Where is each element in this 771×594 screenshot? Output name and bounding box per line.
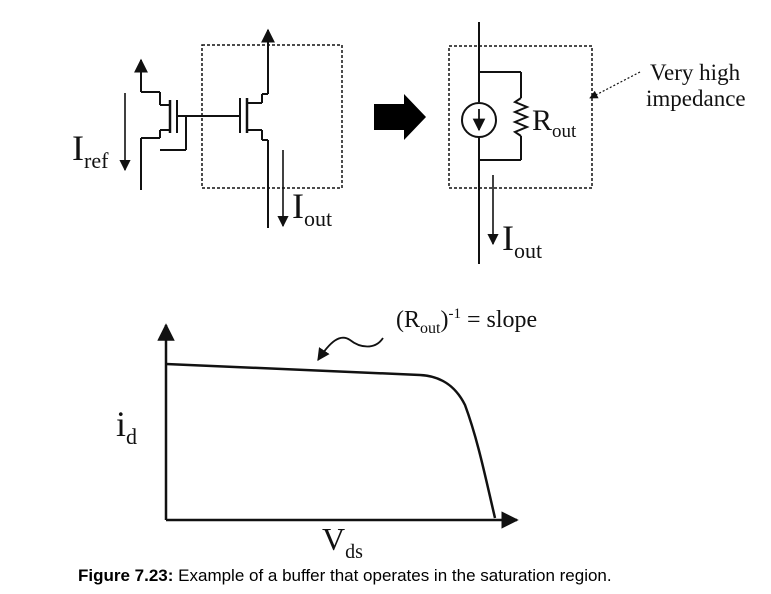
y-axis-label: id (116, 404, 137, 449)
id-curve (165, 362, 497, 519)
equivalent-output-box (448, 45, 593, 189)
slope-label: (Rout)-1 = slope (396, 306, 537, 337)
left-iout-label: Iout (292, 186, 332, 231)
id-vds-graph (157, 323, 519, 529)
annotation-impedance: impedance (646, 86, 746, 111)
right-iout-label: Iout (502, 218, 542, 263)
rout-label: Rout (532, 104, 577, 142)
slope-pointer-squiggle (317, 336, 384, 362)
equivalence-arrow (374, 94, 426, 140)
current-mirror-circuit (119, 28, 343, 228)
caption-text: Example of a buffer that operates in the… (173, 566, 612, 585)
x-axis-label: Vds (322, 521, 363, 563)
mirror-output-box (201, 44, 343, 189)
iref-label: Iref (72, 128, 109, 173)
figure-caption: Figure 7.23: Example of a buffer that op… (78, 566, 768, 586)
caption-label: Figure 7.23: (78, 566, 174, 585)
annotation-very-high: Very high (650, 60, 741, 85)
equivalent-circuit (448, 22, 641, 264)
rout-resistor-icon (512, 97, 530, 137)
